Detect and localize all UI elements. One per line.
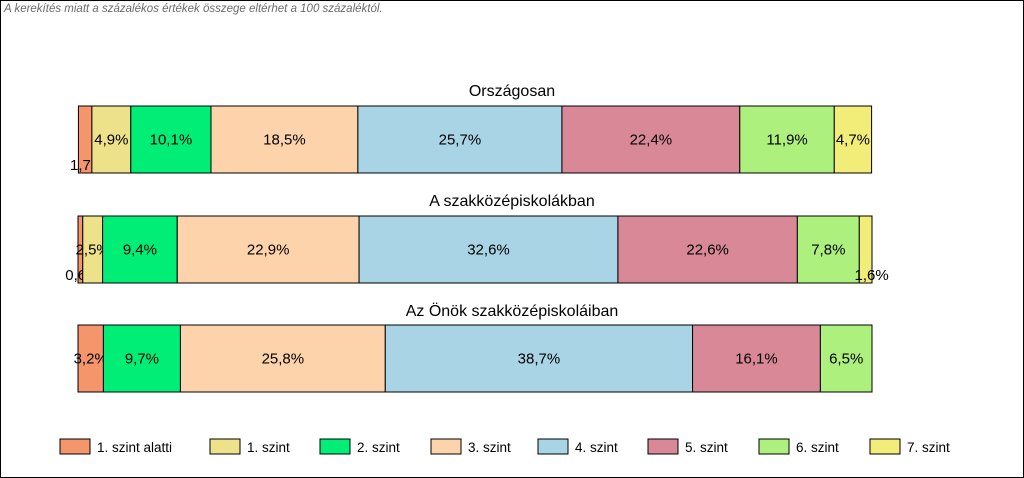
data-label: 22,4% [630,132,673,149]
legend-swatch [209,438,241,455]
legend-label: 3. szint [468,440,511,455]
rounding-note: A kerekítés miatt a százalékos értékek ö… [4,3,383,15]
data-label: 25,7% [439,132,482,149]
data-label: 1,6% [855,267,889,284]
legend-label: 5. szint [685,440,728,455]
legend-swatch [430,438,462,455]
bar-segment [819,324,873,393]
bar-segment [561,105,741,174]
bar-segment [384,324,694,393]
bar-segment [858,215,873,284]
legend-swatch [319,438,351,455]
bar-title: A szakközépiskolákban [429,193,594,210]
legend-label: 2. szint [357,440,400,455]
data-label: 22,9% [247,242,290,259]
data-label: 3,2% [74,351,108,368]
bar-segment [796,215,860,284]
bar-segment [176,215,360,284]
bar-segment [739,105,835,174]
legend-swatch [59,438,91,455]
data-label: 2,5% [76,242,110,259]
bar-segment [617,215,798,284]
bar-segment [130,105,212,174]
data-label: 9,4% [123,242,157,259]
data-label: 22,6% [686,242,729,259]
bar-segment [358,215,619,284]
data-label: 10,1% [150,132,193,149]
data-label: 32,6% [467,242,510,259]
data-label: 4,7% [836,132,870,149]
legend-swatch [647,438,679,455]
bar-segment [357,105,563,174]
legend-swatch [869,438,901,455]
bar-segment [179,324,386,393]
bar-segment [833,105,873,174]
legend-swatch [758,438,790,455]
data-label: 6,5% [829,351,863,368]
bar-segment [692,324,821,393]
data-label: 9,7% [125,351,159,368]
bar-title: Országosan [469,83,555,100]
data-label: 16,1% [735,351,778,368]
data-label: 11,9% [766,132,807,149]
bar-segment [210,105,359,174]
legend-label: 4. szint [575,440,618,455]
legend-label: 7. szint [907,440,950,455]
data-label: 4,9% [94,132,128,149]
legend-label: 1. szint alatti [97,440,172,455]
bar-title: Az Önök szakközépiskoláiban [406,302,619,320]
legend-label: 1. szint [247,440,290,455]
data-label: 18,5% [263,132,306,149]
legend-label: 6. szint [796,440,839,455]
legend-swatch [537,438,569,455]
data-label: 38,7% [518,351,561,368]
bar-segment [102,324,181,393]
bar-segment [77,324,104,393]
data-label: 25,8% [262,351,305,368]
data-label: 7,8% [811,242,845,259]
